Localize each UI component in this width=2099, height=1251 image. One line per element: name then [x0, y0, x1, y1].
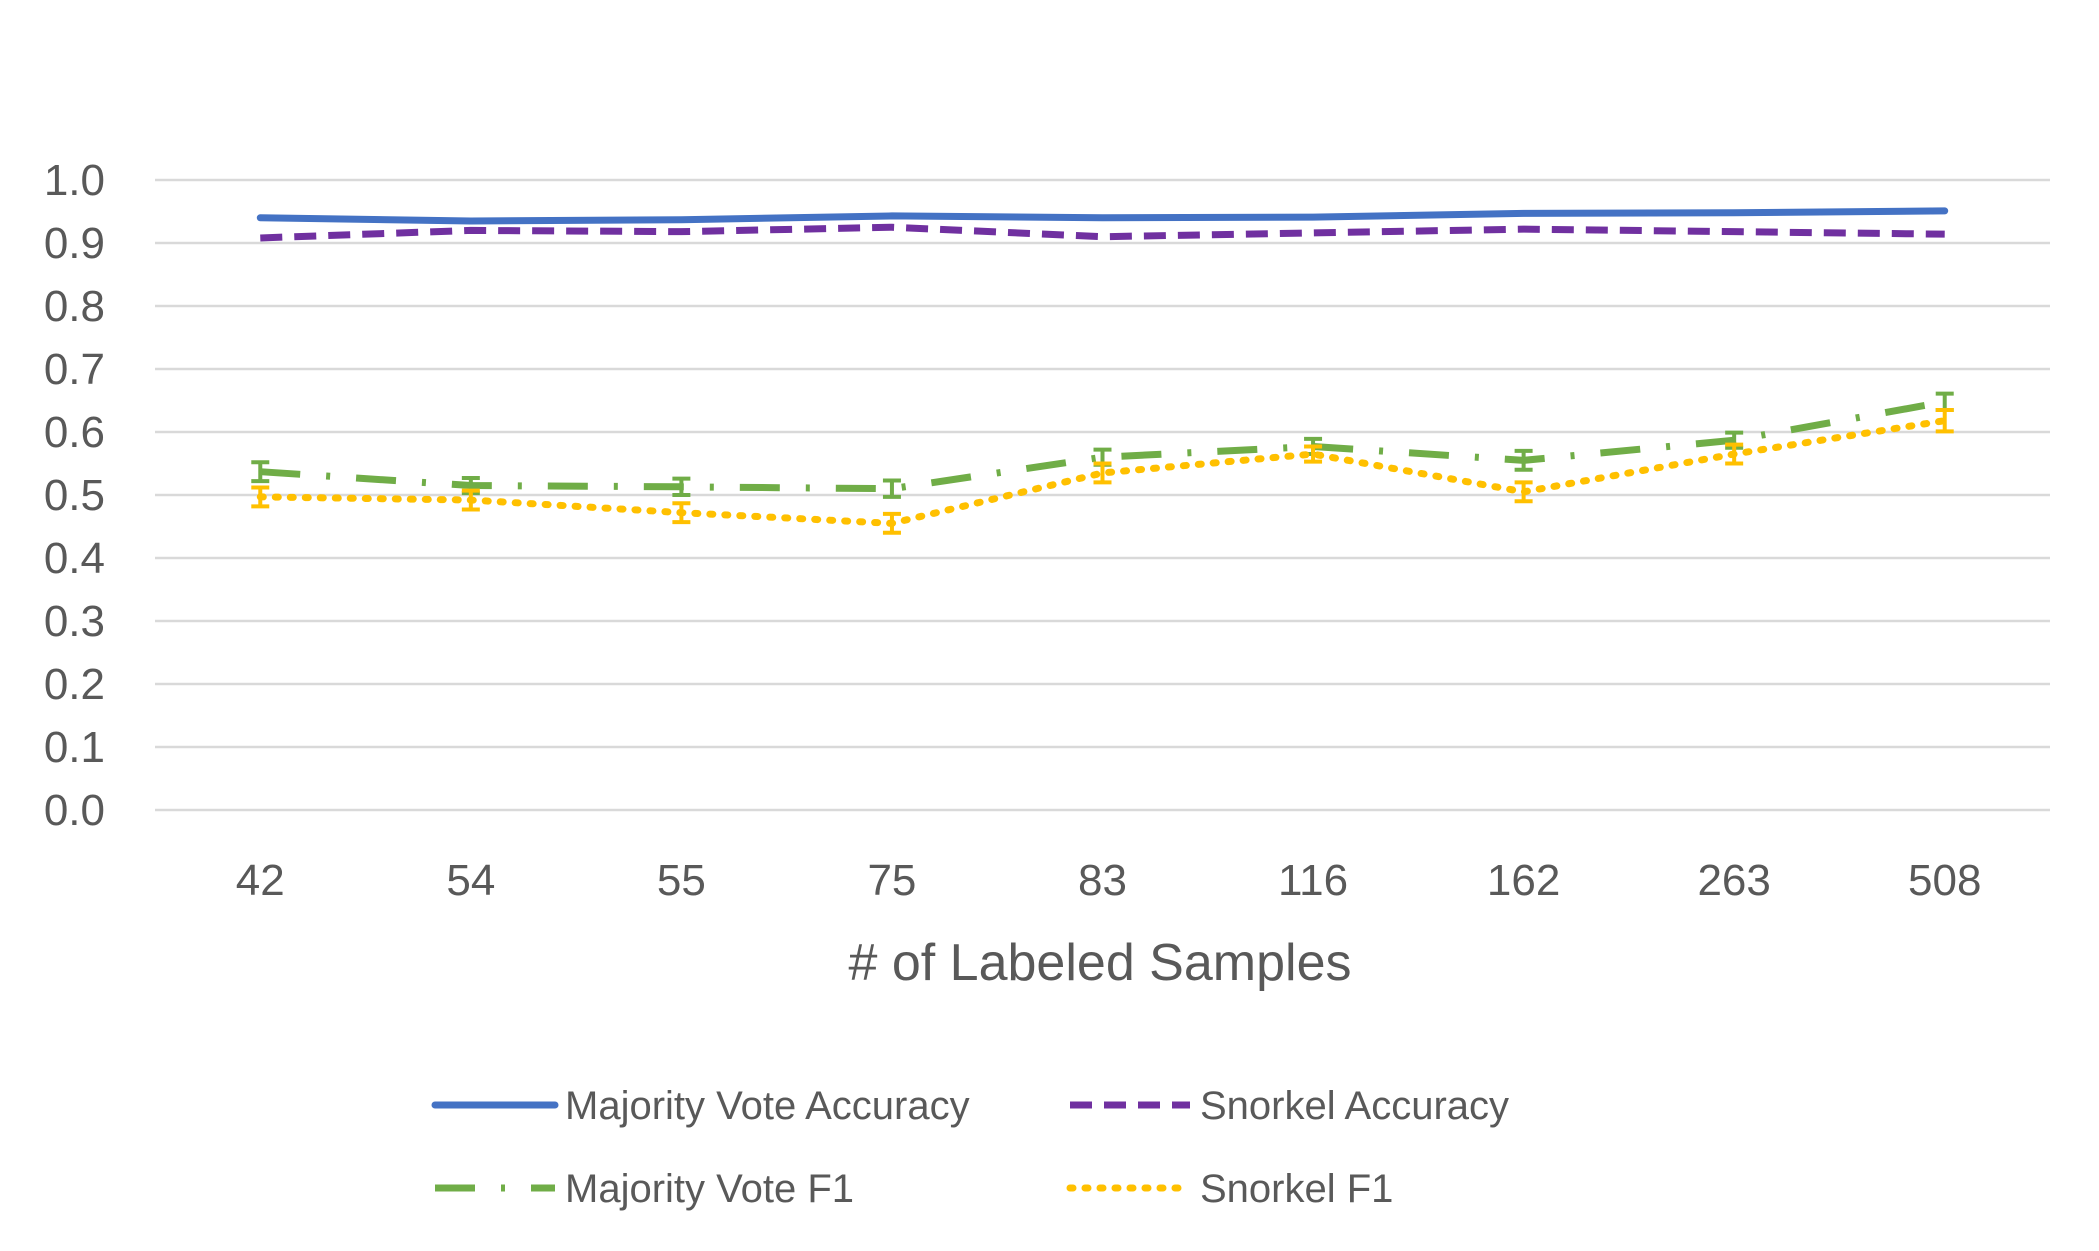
x-tick-label: 116: [1278, 856, 1348, 905]
y-tick-label: 0.6: [44, 408, 105, 457]
x-tick-label: 162: [1487, 856, 1560, 905]
legend-item: Snorkel F1: [1066, 1167, 1393, 1211]
y-axis-tick-labels: 0.0 0.1 0.2 0.3 0.4 0.5 0.6 0.7 0.8 0.9 1.0: [44, 156, 105, 835]
legend-label: Snorkel F1: [1200, 1167, 1393, 1211]
x-tick-label: 55: [657, 856, 706, 905]
y-tick-label: 0.0: [44, 786, 105, 835]
x-tick-label: 54: [446, 856, 495, 905]
legend-item: Snorkel Accuracy: [1070, 1084, 1509, 1128]
y-tick-label: 1.0: [44, 156, 105, 205]
y-tick-label: 0.4: [44, 534, 105, 583]
series-snorkel-f1: [251, 407, 1954, 535]
x-tick-label: 42: [236, 856, 285, 905]
x-axis-label: # of Labeled Samples: [848, 934, 1351, 992]
series-line: [256, 207, 1949, 225]
error-bar: [1935, 407, 1954, 434]
x-tick-label: 508: [1908, 856, 1981, 905]
error-bar: [1304, 444, 1323, 464]
error-bar: [1725, 442, 1744, 466]
error-bar: [461, 488, 480, 512]
error-bar: [672, 501, 691, 525]
error-bar: [1514, 480, 1533, 504]
legend-label: Snorkel Accuracy: [1200, 1084, 1509, 1128]
y-tick-label: 0.2: [44, 660, 105, 709]
error-bar: [882, 511, 901, 535]
series-line: [260, 223, 1945, 242]
x-tick-label: 263: [1697, 856, 1770, 905]
series-snorkel-accuracy: [260, 223, 1945, 242]
series-majority-vote-accuracy: [256, 207, 1949, 225]
gridlines: [155, 178, 2050, 812]
legend-item: Majority Vote Accuracy: [431, 1084, 970, 1128]
y-tick-label: 0.5: [44, 471, 105, 520]
series-lines: [251, 207, 1954, 535]
legend-label: Majority Vote F1: [565, 1167, 854, 1211]
y-tick-label: 0.1: [44, 723, 105, 772]
legend: Majority Vote Accuracy Snorkel Accuracy Ma…: [431, 1084, 1509, 1211]
error-bar: [1514, 448, 1533, 472]
error-bar: [882, 478, 901, 499]
y-tick-label: 0.3: [44, 597, 105, 646]
y-tick-label: 0.7: [44, 345, 105, 394]
y-tick-label: 0.9: [44, 219, 105, 268]
error-bar: [1935, 391, 1954, 412]
x-tick-label: 83: [1078, 856, 1127, 905]
error-bar: [251, 485, 270, 509]
error-bar: [251, 460, 270, 484]
legend-item: Majority Vote F1: [435, 1167, 854, 1211]
y-tick-label: 0.8: [44, 282, 105, 331]
x-axis-tick-labels: 42 54 55 75 83 116 162 263 508: [236, 856, 1982, 905]
legend-label: Majority Vote Accuracy: [565, 1084, 970, 1128]
error-bar: [672, 476, 691, 497]
x-tick-label: 75: [867, 856, 916, 905]
error-bar: [1093, 461, 1112, 485]
